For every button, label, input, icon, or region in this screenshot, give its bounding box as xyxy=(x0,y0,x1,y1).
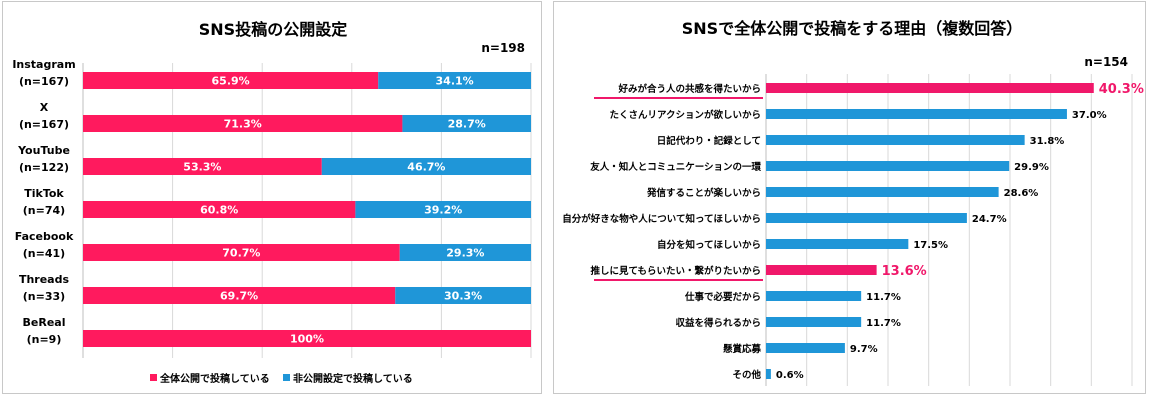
chart2-data-label: 17.5% xyxy=(913,240,948,251)
chart2-data-label: 9.7% xyxy=(850,344,878,355)
chart1-bar-segment xyxy=(83,158,322,175)
chart1-data-label: 71.3% xyxy=(224,118,262,131)
chart2-category-label: 日記代わり・記録として xyxy=(657,135,761,147)
chart2-category-label: その他 xyxy=(732,369,761,381)
chart1-category-n: (n=122) xyxy=(19,161,69,174)
chart1-bar-segment xyxy=(402,115,531,132)
chart2-category-label: 懸賞応募 xyxy=(723,343,762,355)
chart2-data-label: 11.7% xyxy=(866,292,901,303)
chart2-data-label: 11.7% xyxy=(866,318,901,329)
chart2-category-label: 好みが合う人の共感を得たいから xyxy=(617,83,761,95)
chart1-data-label: 53.3% xyxy=(183,161,221,174)
chart1-bar-segment xyxy=(83,201,356,218)
chart2-bar xyxy=(766,161,1010,171)
chart2-category-label: 発信することが楽しいから xyxy=(646,187,761,199)
chart1-data-label: 65.9% xyxy=(212,75,250,88)
chart1-category-n: (n=167) xyxy=(19,75,69,88)
chart1-data-label: 29.3% xyxy=(446,247,484,260)
public-setting-chart: SNS投稿の公開設定 n=198 Instagram (n=167) 65.9% 34.1… xyxy=(12,20,532,385)
chart2-bar xyxy=(766,317,862,327)
chart1-bar-segment xyxy=(83,115,403,132)
chart2-data-label: 0.6% xyxy=(776,370,804,381)
reasons-chart: SNSで全体公開で投稿をする理由（複数回答） n=154 好みが合う人の共感を得たい… xyxy=(562,19,1144,386)
chart1-category-label: YouTube xyxy=(17,144,70,157)
chart1-legend-label-private: 非公開設定で投稿している xyxy=(293,372,413,385)
chart1-data-label: 69.7% xyxy=(220,290,258,303)
chart2-bar xyxy=(766,187,999,197)
chart1-category-n: (n=9) xyxy=(27,333,62,346)
chart2-category-label: 自分を知ってほしいから xyxy=(657,239,761,251)
chart1-bar-segment xyxy=(83,72,379,89)
chart1-data-label: 34.1% xyxy=(436,75,474,88)
chart1-category-n: (n=33) xyxy=(23,290,65,303)
chart2-data-label: 40.3% xyxy=(1099,82,1144,97)
chart2-bar xyxy=(766,239,909,249)
chart1-bar-segment xyxy=(83,287,396,304)
chart2-category-label: 推しに見てもらいたい・繋がりたいから xyxy=(590,265,761,277)
chart1-bar-segment xyxy=(399,244,531,261)
chart1-legend-swatch-public xyxy=(150,374,157,381)
chart1-legend-label-public: 全体公開で投稿している xyxy=(159,372,270,385)
chart1-legend-swatch-private xyxy=(283,374,290,381)
chart2-category-label: 仕事で必要だから xyxy=(684,291,761,303)
chart1-data-label: 60.8% xyxy=(200,204,238,217)
chart2-category-label: 収益を得られるから xyxy=(675,317,761,329)
chart2-n-label: n=154 xyxy=(1084,55,1128,69)
chart2-bar xyxy=(766,291,862,301)
public-setting-chart-panel: SNS投稿の公開設定 n=198 Instagram (n=167) 65.9% 34.1… xyxy=(2,1,542,394)
chart1-category-label: Threads xyxy=(19,273,70,286)
chart1-bar-segment xyxy=(83,244,400,261)
chart1-bar-segment xyxy=(378,72,531,89)
chart2-bar xyxy=(766,369,771,379)
chart2-data-label: 37.0% xyxy=(1072,110,1107,121)
chart2-bar xyxy=(766,265,877,275)
chart1-data-label: 70.7% xyxy=(222,247,260,260)
chart1-category-label: BeReal xyxy=(23,316,66,329)
chart1-bar-segment xyxy=(83,330,531,347)
chart1-category-n: (n=167) xyxy=(19,118,69,131)
chart2-data-label: 24.7% xyxy=(972,214,1007,225)
chart2-bar xyxy=(766,343,845,353)
chart2-data-label: 13.6% xyxy=(882,264,927,279)
chart1-data-label: 100% xyxy=(290,333,324,346)
chart1-bar-segment xyxy=(355,201,531,218)
chart1-data-label: 46.7% xyxy=(407,161,445,174)
chart1-title: SNS投稿の公開設定 xyxy=(199,20,347,39)
chart1-bar-segment xyxy=(395,287,531,304)
chart1-data-label: 39.2% xyxy=(424,204,462,217)
chart1-category-n: (n=41) xyxy=(23,247,65,260)
chart2-bar xyxy=(766,83,1094,93)
chart1-category-label: Facebook xyxy=(15,230,74,243)
chart2-bar xyxy=(766,135,1025,145)
chart1-category-n: (n=74) xyxy=(23,204,65,217)
chart2-category-label: たくさんリアクションが欲しいから xyxy=(609,109,761,121)
chart2-bar xyxy=(766,213,967,223)
chart2-category-label: 友人・知人とコミュニケーションの一環 xyxy=(589,161,761,173)
chart1-category-label: X xyxy=(40,101,49,114)
chart2-category-label: 自分が好きな物や人について知ってほしいから xyxy=(562,213,761,225)
chart2-data-label: 31.8% xyxy=(1030,136,1065,147)
chart2-title: SNSで全体公開で投稿をする理由（複数回答） xyxy=(682,19,1022,38)
chart2-bar xyxy=(766,109,1067,119)
chart2-data-label: 28.6% xyxy=(1004,188,1039,199)
chart1-n-label: n=198 xyxy=(481,41,525,55)
chart2-data-label: 29.9% xyxy=(1014,162,1049,173)
chart1-data-label: 28.7% xyxy=(448,118,486,131)
chart1-category-label: Instagram xyxy=(12,58,75,71)
chart1-bar-segment xyxy=(321,158,531,175)
reasons-chart-panel: SNSで全体公開で投稿をする理由（複数回答） n=154 好みが合う人の共感を得たい… xyxy=(553,1,1146,394)
chart1-category-label: TikTok xyxy=(24,187,64,200)
chart1-data-label: 30.3% xyxy=(444,290,482,303)
